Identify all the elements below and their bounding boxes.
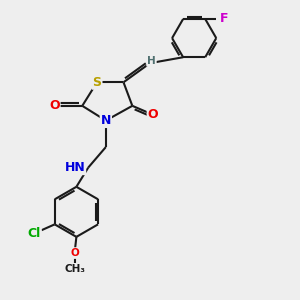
Text: O: O: [70, 248, 79, 258]
Text: O: O: [148, 108, 158, 121]
Text: H: H: [147, 56, 156, 66]
Text: O: O: [49, 99, 60, 112]
Text: HN: HN: [64, 161, 85, 174]
Text: S: S: [92, 76, 101, 89]
Text: N: N: [100, 114, 111, 127]
Text: Cl: Cl: [28, 227, 41, 240]
Text: F: F: [220, 13, 229, 26]
Text: CH₃: CH₃: [64, 264, 86, 274]
